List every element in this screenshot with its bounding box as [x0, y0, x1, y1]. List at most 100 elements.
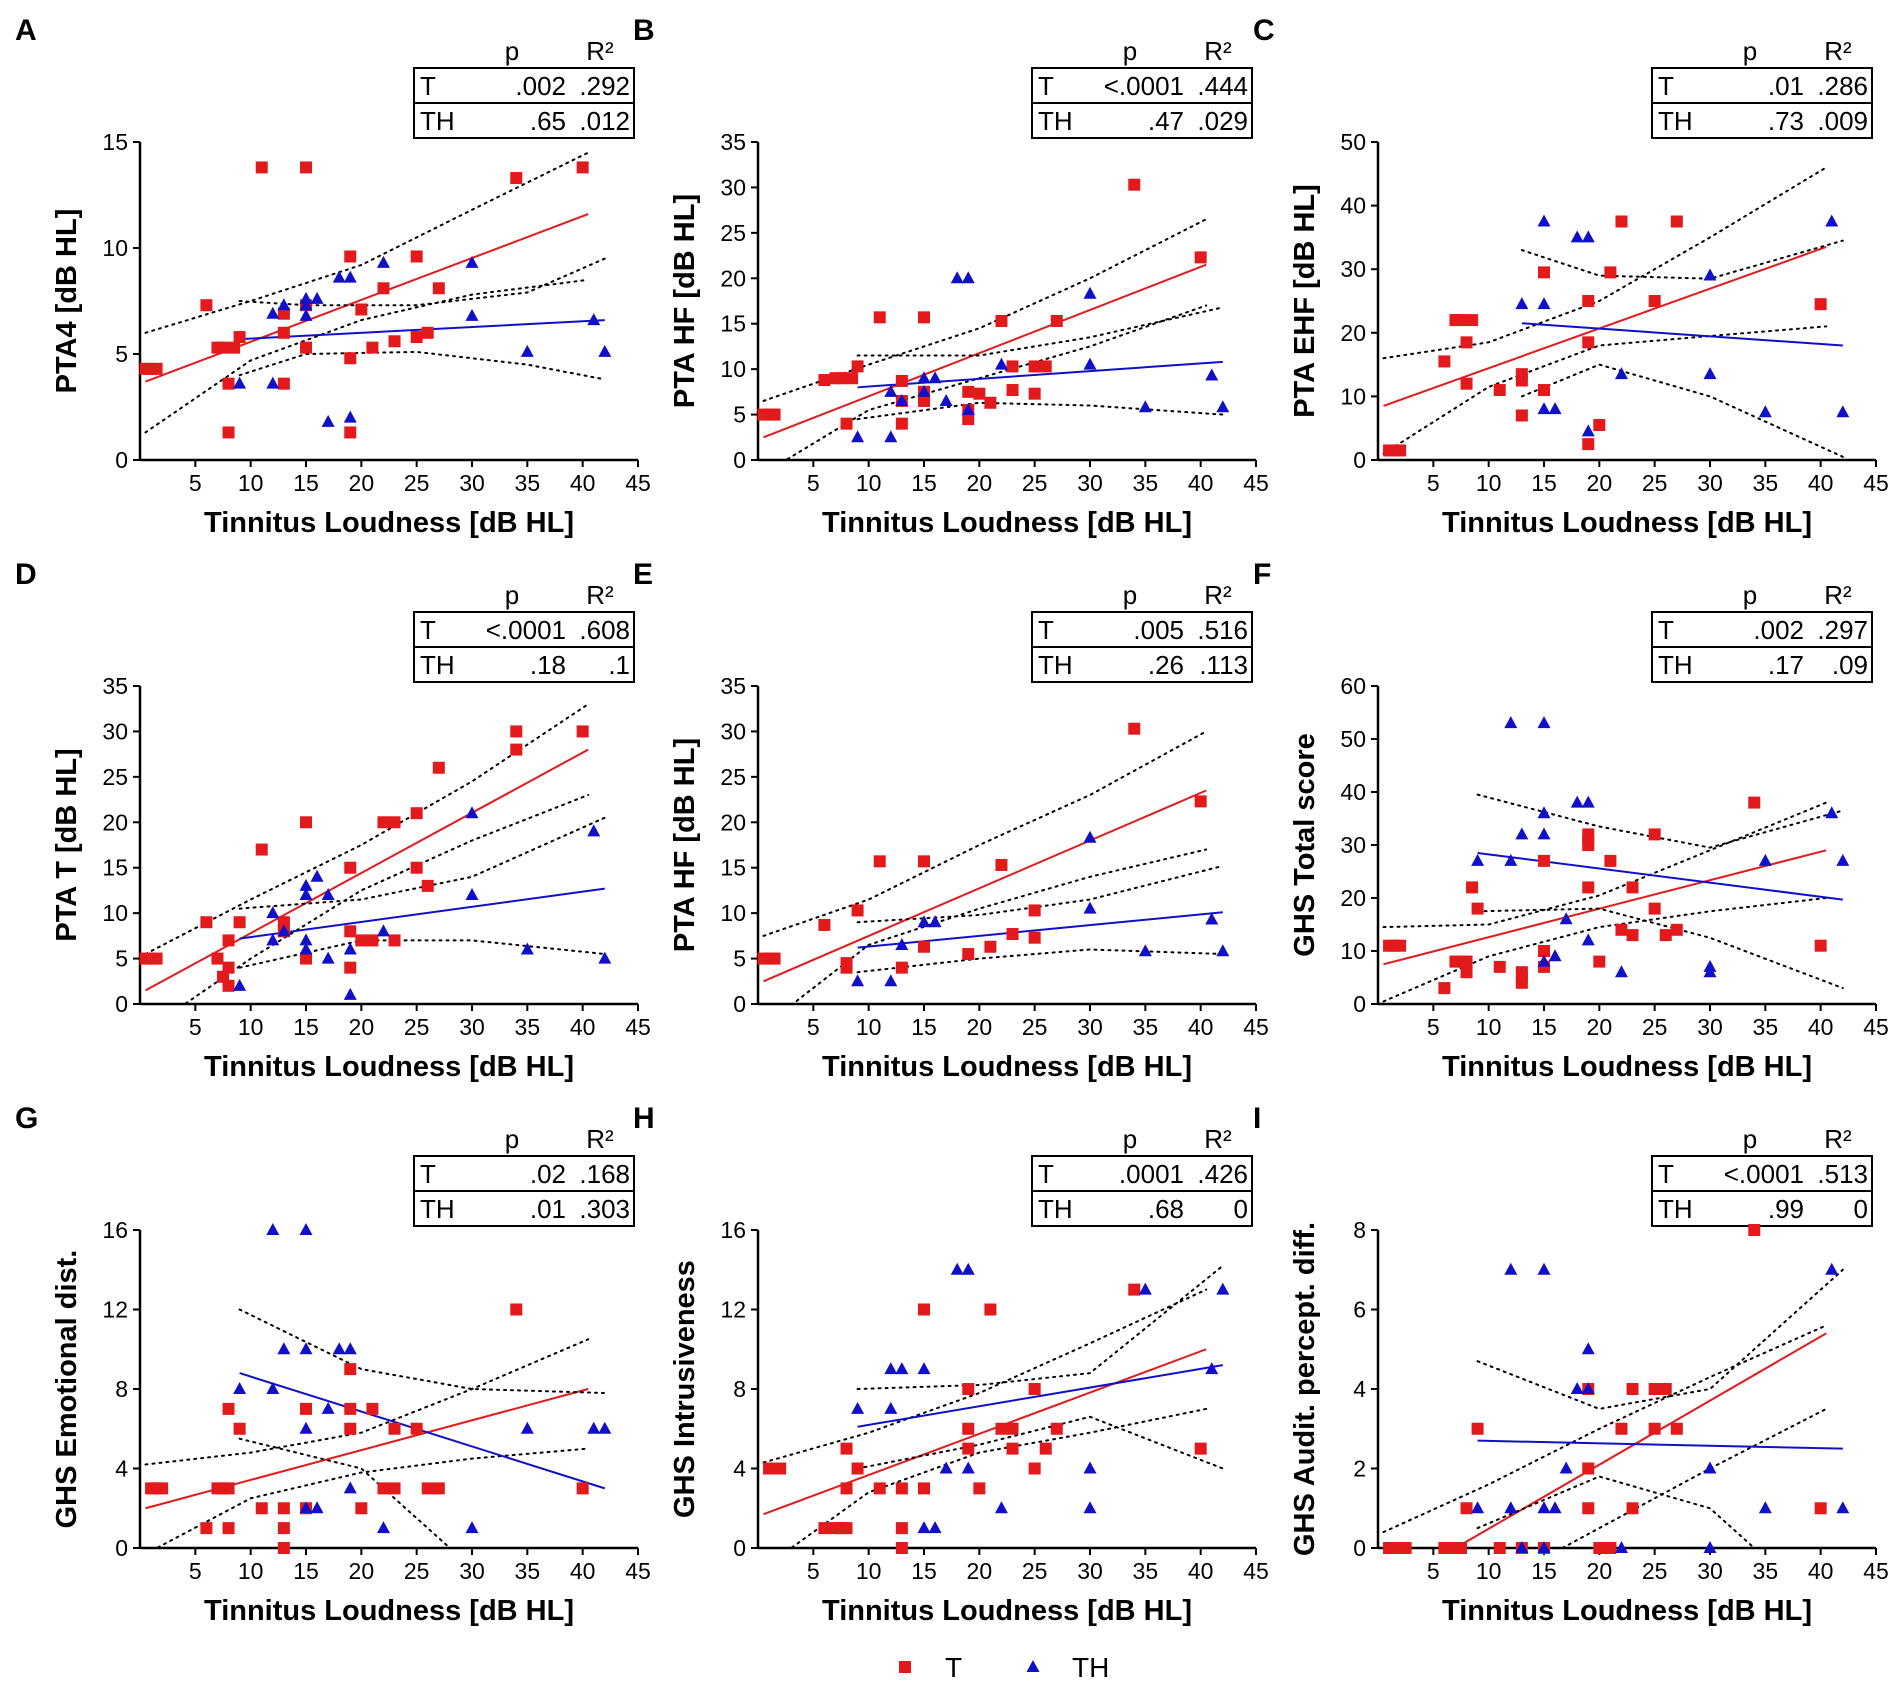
t-point: [774, 1462, 787, 1475]
th-point: [1548, 949, 1562, 962]
y-tick-label: 10: [102, 900, 128, 926]
stats-r2-th: 0: [1854, 1194, 1868, 1224]
th-point: [1570, 1382, 1584, 1394]
x-tick-label: 40: [1808, 1558, 1834, 1584]
t-ci-upper-band: [144, 151, 590, 334]
th-point: [465, 806, 479, 819]
th-point: [895, 393, 909, 406]
t-point: [1582, 828, 1595, 841]
x-tick-label: 20: [967, 1558, 993, 1584]
legend-th-marker: [1026, 1660, 1040, 1672]
th-point: [1703, 965, 1717, 978]
stats-r2-th: .012: [579, 106, 630, 136]
stats-p-t: .01: [1768, 71, 1804, 101]
x-tick-label: 25: [1642, 1558, 1668, 1584]
t-point: [255, 1502, 268, 1515]
t-ci-upper-band: [1382, 1324, 1828, 1534]
stats-table: p R² T .02 .168 TH .01 .303: [413, 1124, 635, 1227]
th-ci-upper-band: [238, 1308, 606, 1394]
th-point: [321, 1401, 335, 1414]
t-point: [768, 408, 781, 421]
th-point: [1504, 1501, 1518, 1514]
panel-g: G 5 10 15 20 25 30 35 40 45 0 4 8 12 16 Tinnitus Loudne…: [15, 1102, 651, 1627]
stats-p-t: .005: [1133, 615, 1184, 645]
t-point: [1039, 1442, 1052, 1455]
t-point: [1493, 960, 1506, 973]
t-point: [217, 970, 229, 983]
t-point: [277, 326, 290, 339]
t-point: [300, 952, 312, 965]
y-tick-label: 8: [115, 1376, 128, 1402]
x-tick-label: 5: [1427, 470, 1440, 496]
th-ci-lower-band: [238, 939, 606, 969]
th-point: [961, 1461, 975, 1474]
stats-r2-th: .09: [1832, 650, 1868, 680]
legend-t-label: T: [945, 1652, 962, 1683]
x-tick-label: 35: [1133, 470, 1159, 496]
stats-p-t: <.0001: [1104, 71, 1184, 101]
th-point: [465, 887, 479, 900]
y-tick-label: 25: [720, 764, 746, 790]
x-tick-label: 30: [1697, 470, 1723, 496]
t-point: [1582, 881, 1595, 894]
t-point: [1670, 1422, 1683, 1435]
th-point: [1471, 853, 1485, 866]
t-point: [1128, 722, 1141, 735]
t-ci-upper-band: [762, 218, 1208, 402]
t-point: [410, 1422, 423, 1435]
stats-table: p R² T .01 .286 TH .73 .009: [1651, 36, 1873, 139]
th-point: [1205, 1362, 1219, 1375]
t-point: [851, 904, 864, 917]
x-tick-label: 5: [1427, 1014, 1440, 1040]
t-point: [1028, 931, 1041, 944]
stats-r2-th: .1: [608, 650, 630, 680]
y-axis-label: GHS Audit. percept. diff.: [1289, 1222, 1321, 1556]
t-point: [222, 426, 235, 439]
th-point: [520, 344, 534, 357]
x-axis-label: Tinnitus Loudness [dB HL]: [204, 1051, 574, 1083]
th-point: [1559, 912, 1573, 925]
th-point: [266, 1382, 280, 1394]
t-point: [1006, 360, 1019, 373]
th-point: [939, 393, 953, 406]
th-point: [1581, 1382, 1595, 1394]
t-fit-line: [145, 748, 589, 992]
th-point: [1537, 214, 1551, 227]
stats-table: p R² T <.0001 .513 TH .99 0: [1651, 1124, 1873, 1227]
th-point: [299, 933, 313, 946]
legend-th-label: TH: [1072, 1652, 1109, 1683]
y-axis-label: PTA HF [dB HL]: [669, 194, 701, 408]
y-tick-label: 25: [102, 764, 128, 790]
th-point: [950, 271, 964, 284]
t-fit-line: [1383, 245, 1827, 407]
x-tick-label: 20: [349, 470, 375, 496]
t-point: [1582, 295, 1595, 307]
th-point: [1537, 1541, 1551, 1553]
th-point: [961, 1262, 975, 1275]
t-point: [962, 948, 975, 961]
th-point: [1138, 944, 1152, 957]
th-point: [928, 371, 942, 384]
th-ci-upper-band: [238, 816, 606, 910]
th-point: [1083, 1461, 1097, 1474]
th-point: [1836, 405, 1850, 418]
stats-r2-t: .444: [1197, 71, 1248, 101]
plot-area: [1382, 166, 1844, 458]
th-point: [587, 1421, 601, 1434]
y-tick-label: 60: [1340, 673, 1366, 699]
t-point: [1659, 1383, 1672, 1395]
th-point: [851, 974, 865, 987]
y-tick-label: 10: [720, 356, 746, 382]
panel-i: I 5 10 15 20 25 30 35 40 45 0 2 4 6 8 Tinnitus Loudness…: [1253, 1102, 1889, 1627]
th-point: [1537, 1501, 1551, 1514]
th-point: [1515, 1541, 1529, 1553]
t-point: [1194, 251, 1207, 264]
t-point: [410, 807, 423, 820]
panel-c: C 5 10 15 20 25 30 35 40 45 0 10 20 30 40 50 Tinnitus Lo…: [1253, 14, 1889, 539]
th-point: [1836, 853, 1850, 866]
t-point: [277, 307, 290, 320]
t-point: [962, 413, 975, 426]
th-point: [598, 1421, 612, 1434]
t-point: [1006, 1442, 1019, 1455]
t-point: [973, 1482, 986, 1495]
